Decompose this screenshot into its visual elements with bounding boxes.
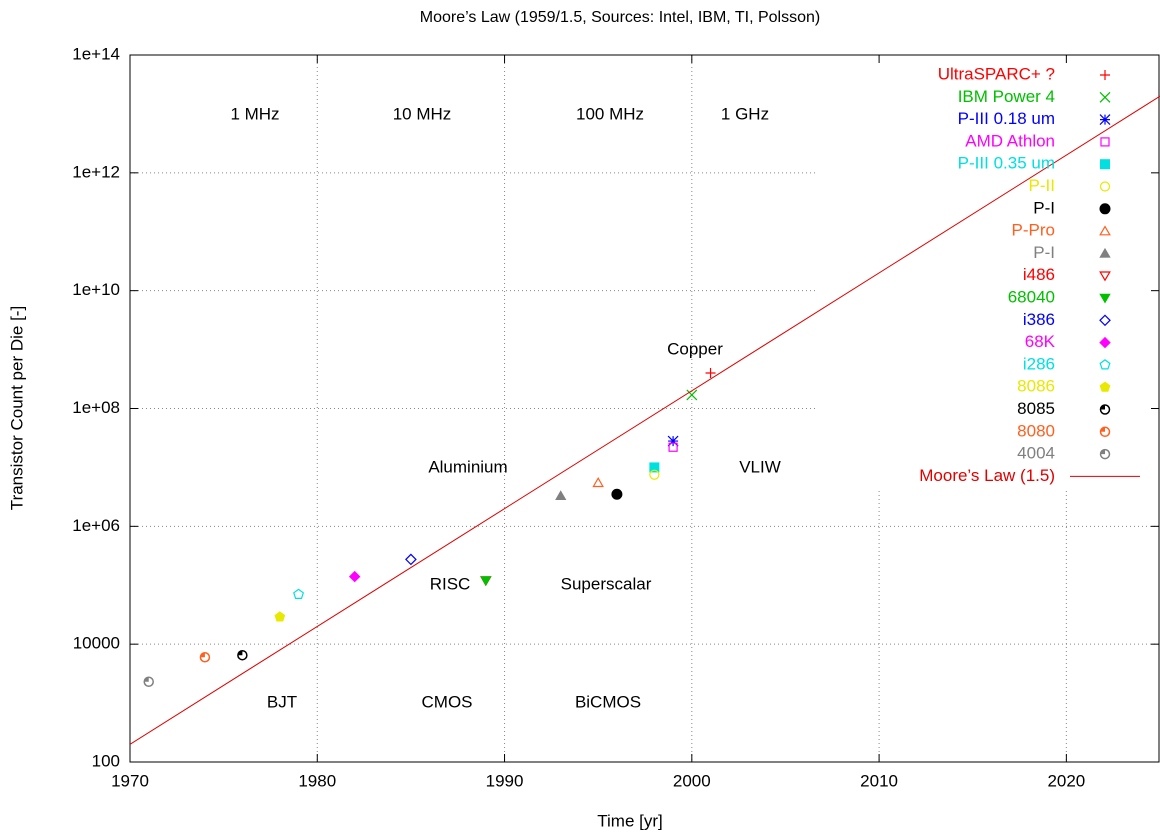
legend-label: 8085 <box>1017 399 1055 418</box>
legend-label: P-II <box>1029 176 1055 195</box>
point <box>293 588 305 600</box>
legend-label: P-I <box>1033 198 1055 217</box>
legend-label: i386 <box>1023 310 1055 329</box>
point <box>686 389 698 401</box>
point <box>705 368 716 379</box>
point <box>199 651 211 663</box>
annotation: 1 GHz <box>721 104 769 123</box>
annotation: RISC <box>430 574 471 593</box>
x-tick-label: 1970 <box>111 771 149 790</box>
y-tick-label: 1e+06 <box>72 516 120 535</box>
point <box>1099 293 1111 304</box>
annotation: 10 MHz <box>393 104 452 123</box>
legend-label: P-Pro <box>1012 221 1055 240</box>
point <box>1099 336 1111 349</box>
annotation: VLIW <box>739 457 781 476</box>
y-tick-label: 1e+14 <box>72 44 120 63</box>
point <box>1100 70 1110 80</box>
x-tick-label: 2010 <box>860 771 898 790</box>
point <box>1100 137 1110 147</box>
annotation: BiCMOS <box>575 692 641 711</box>
point <box>1100 159 1110 170</box>
chart-title: Moore’s Law (1959/1.5, Sources: Intel, I… <box>420 9 820 26</box>
point <box>592 476 604 488</box>
point <box>1099 426 1111 438</box>
point <box>1099 381 1111 392</box>
x-tick-label: 2020 <box>1047 771 1085 790</box>
point <box>1099 114 1111 126</box>
trend-line <box>130 95 1160 745</box>
legend-label: P-III 0.35 um <box>958 154 1055 173</box>
point <box>611 488 623 500</box>
y-tick-label: 100 <box>92 751 120 770</box>
point <box>237 649 248 661</box>
point <box>1099 404 1111 415</box>
annotation: BJT <box>267 692 297 711</box>
legend-label: 8086 <box>1017 377 1055 396</box>
legend-label: P-I <box>1033 243 1055 262</box>
legend-label: 8080 <box>1017 421 1055 440</box>
point <box>667 435 679 447</box>
point <box>480 576 492 587</box>
legend-label: UltraSPARC+ ? <box>938 64 1055 83</box>
y-axis-label: Transistor Count per Die [-] <box>7 306 26 510</box>
point <box>1099 203 1111 215</box>
point <box>1099 247 1111 258</box>
annotation: Copper <box>667 339 723 358</box>
legend-label: AMD Athlon <box>965 131 1055 150</box>
annotation: 1 MHz <box>230 104 279 123</box>
legend-label: P-III 0.18 um <box>958 109 1055 128</box>
legend-label: 68K <box>1025 332 1056 351</box>
point <box>274 611 286 622</box>
point <box>1099 225 1111 236</box>
point <box>348 570 361 583</box>
x-tick-label: 1990 <box>486 771 524 790</box>
point <box>1099 448 1111 460</box>
point <box>1099 314 1111 327</box>
annotation: Superscalar <box>561 574 652 593</box>
annotation: CMOS <box>422 692 473 711</box>
point <box>1099 359 1111 370</box>
x-tick-label: 2000 <box>673 771 711 790</box>
point <box>555 490 567 500</box>
point <box>143 676 154 688</box>
point <box>649 469 660 480</box>
point <box>1099 181 1111 192</box>
point <box>649 462 660 473</box>
y-tick-label: 1e+08 <box>72 398 120 417</box>
legend-label: 68040 <box>1008 287 1055 306</box>
point <box>405 553 417 566</box>
x-axis-label: Time [yr] <box>597 811 662 830</box>
y-tick-label: 1e+10 <box>72 280 120 299</box>
legend-label: i486 <box>1023 265 1055 284</box>
y-tick-label: 1e+12 <box>72 162 120 181</box>
annotation: Aluminium <box>428 457 507 476</box>
point <box>668 442 678 452</box>
point <box>1099 271 1111 282</box>
legend-label: 4004 <box>1017 444 1055 463</box>
point <box>1099 91 1111 103</box>
legend-label: i286 <box>1023 354 1055 373</box>
legend-label: IBM Power 4 <box>958 87 1055 106</box>
x-tick-label: 1980 <box>298 771 336 790</box>
series-layer <box>130 95 1160 745</box>
legend-label: Moore’s Law (1.5) <box>919 466 1055 485</box>
annotation: 100 MHz <box>576 104 644 123</box>
y-tick-label: 10000 <box>73 634 120 653</box>
legend-background <box>815 56 1159 491</box>
